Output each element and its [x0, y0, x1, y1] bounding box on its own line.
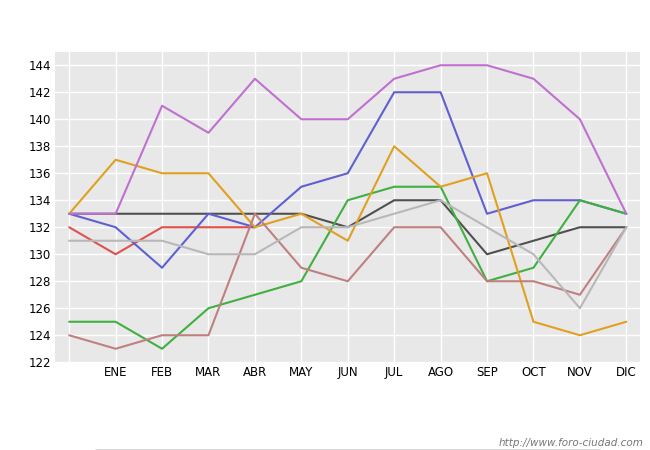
Text: http://www.foro-ciudad.com: http://www.foro-ciudad.com	[499, 438, 644, 448]
Text: Afiliados en Fuentes Claras a 31/5/2024: Afiliados en Fuentes Claras a 31/5/2024	[160, 14, 490, 33]
